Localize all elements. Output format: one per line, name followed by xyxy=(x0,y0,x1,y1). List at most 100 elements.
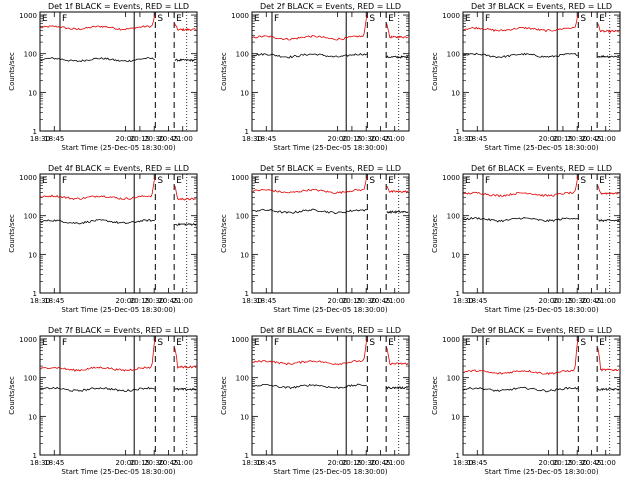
marker-label: F xyxy=(485,14,490,24)
panel-4: Det 4f BLACK = Events, RED = LLD 1 10 100 10… xyxy=(8,164,198,314)
y-tick-label: 1 xyxy=(33,290,37,298)
marker-label: F xyxy=(62,338,67,348)
plot-frame xyxy=(251,335,410,456)
marker-label: F xyxy=(62,14,67,24)
x-tick-label: 20:15 xyxy=(130,135,150,143)
marker-label: S xyxy=(369,176,375,186)
series-events xyxy=(597,218,620,223)
panel-5: Det 5f BLACK = Events, RED = LLD 1 10 100 10… xyxy=(220,164,410,314)
panel-title: Det 6f BLACK = Events, RED = LLD xyxy=(471,164,612,173)
series-lld xyxy=(40,338,156,373)
marker-label: E xyxy=(465,176,471,186)
marker-label: S xyxy=(580,14,586,24)
marker-label: E xyxy=(465,14,471,24)
series-lld xyxy=(40,14,156,31)
x-tick-label: 21:00 xyxy=(596,135,616,143)
y-tick-label: 100 xyxy=(24,51,37,59)
y-axis-label: Counts/sec xyxy=(220,214,228,253)
series-lld xyxy=(597,23,620,34)
x-tick-label: 20:15 xyxy=(342,135,362,143)
marker-label: S xyxy=(369,338,375,348)
series-lld xyxy=(386,347,409,366)
panel-7: Det 7f BLACK = Events, RED = LLD 1 10 100 10… xyxy=(8,326,198,476)
x-tick-label: 20:30 xyxy=(356,459,376,467)
panel-title: Det 4f BLACK = Events, RED = LLD xyxy=(48,164,189,173)
series-events xyxy=(386,386,409,390)
x-tick-label: 21:00 xyxy=(596,459,616,467)
y-tick-label: 100 xyxy=(24,375,37,383)
x-tick-label: 18:45 xyxy=(44,297,64,305)
panel-title: Det 2f BLACK = Events, RED = LLD xyxy=(260,2,401,11)
y-tick-label: 1 xyxy=(245,128,249,136)
x-tick-label: 18:30 xyxy=(453,459,473,467)
marker-label: E xyxy=(176,176,182,186)
series-events xyxy=(40,219,155,225)
series-lld xyxy=(174,23,197,32)
x-tick-label: 20:30 xyxy=(356,297,376,305)
panel-title: Det 7f BLACK = Events, RED = LLD xyxy=(48,326,189,335)
y-tick-label: 10 xyxy=(240,89,249,97)
x-tick-label: 20:15 xyxy=(342,297,362,305)
x-tick-label: 20:00 xyxy=(116,297,136,305)
series-lld xyxy=(40,176,156,201)
marker-label: S xyxy=(157,338,163,348)
y-tick-label: 100 xyxy=(236,213,249,221)
y-tick-label: 100 xyxy=(447,51,460,59)
series-events xyxy=(463,216,578,223)
y-axis-label: Counts/sec xyxy=(220,376,228,415)
series-events xyxy=(597,387,620,392)
marker-label: E xyxy=(176,14,182,24)
series-lld xyxy=(597,185,620,195)
x-axis-label: Start Time (25-Dec-05 18:30:00) xyxy=(273,468,387,476)
series-lld xyxy=(386,185,409,194)
x-tick-label: 20:00 xyxy=(539,459,559,467)
plot-frame xyxy=(462,335,621,456)
series-events xyxy=(463,52,578,59)
marker-label: E xyxy=(388,176,394,186)
x-tick-label: 20:30 xyxy=(144,459,164,467)
marker-label: S xyxy=(157,14,163,24)
series-lld xyxy=(386,23,408,39)
x-tick-label: 20:15 xyxy=(553,135,573,143)
y-tick-label: 1 xyxy=(456,290,460,298)
marker-label: S xyxy=(580,176,586,186)
x-tick-label: 20:00 xyxy=(116,459,136,467)
series-events xyxy=(252,208,367,215)
y-tick-label: 10 xyxy=(240,251,249,259)
panel-1: Det 1f BLACK = Events, RED = LLD 1 10 100 10… xyxy=(8,2,198,152)
x-axis-label: Start Time (25-Dec-05 18:30:00) xyxy=(61,468,175,476)
plot-frame xyxy=(462,173,621,294)
plot-frame xyxy=(251,11,410,132)
series-lld xyxy=(463,338,579,376)
x-tick-label: 21:00 xyxy=(173,135,193,143)
x-tick-label: 20:30 xyxy=(567,297,587,305)
marker-label: F xyxy=(274,338,279,348)
x-axis-label: Start Time (25-Dec-05 18:30:00) xyxy=(484,144,598,152)
y-tick-label: 10 xyxy=(28,251,37,259)
marker-label: E xyxy=(42,14,48,24)
y-tick-label: 100 xyxy=(236,375,249,383)
marker-label: E xyxy=(388,14,394,24)
marker-label: E xyxy=(599,176,605,186)
y-tick-label: 10 xyxy=(451,251,460,259)
x-tick-label: 18:45 xyxy=(256,459,276,467)
x-axis-label: Start Time (25-Dec-05 18:30:00) xyxy=(61,144,175,152)
series-events xyxy=(252,52,368,59)
x-tick-label: 18:45 xyxy=(44,135,64,143)
y-axis-label: Counts/sec xyxy=(431,376,439,415)
panel-6: Det 6f BLACK = Events, RED = LLD 1 10 100 10… xyxy=(431,164,621,314)
series-lld xyxy=(174,185,197,201)
x-tick-label: 20:00 xyxy=(328,459,348,467)
y-axis-label: Counts/sec xyxy=(431,52,439,91)
x-axis-label: Start Time (25-Dec-05 18:30:00) xyxy=(484,468,598,476)
y-tick-label: 1 xyxy=(33,128,37,136)
series-events xyxy=(386,210,409,214)
y-tick-label: 1000 xyxy=(19,336,37,344)
series-events xyxy=(174,58,197,63)
x-tick-label: 20:00 xyxy=(328,135,348,143)
x-tick-label: 20:45 xyxy=(370,459,390,467)
x-tick-label: 20:15 xyxy=(342,459,362,467)
x-tick-label: 18:45 xyxy=(256,135,276,143)
y-tick-label: 1000 xyxy=(442,12,460,20)
